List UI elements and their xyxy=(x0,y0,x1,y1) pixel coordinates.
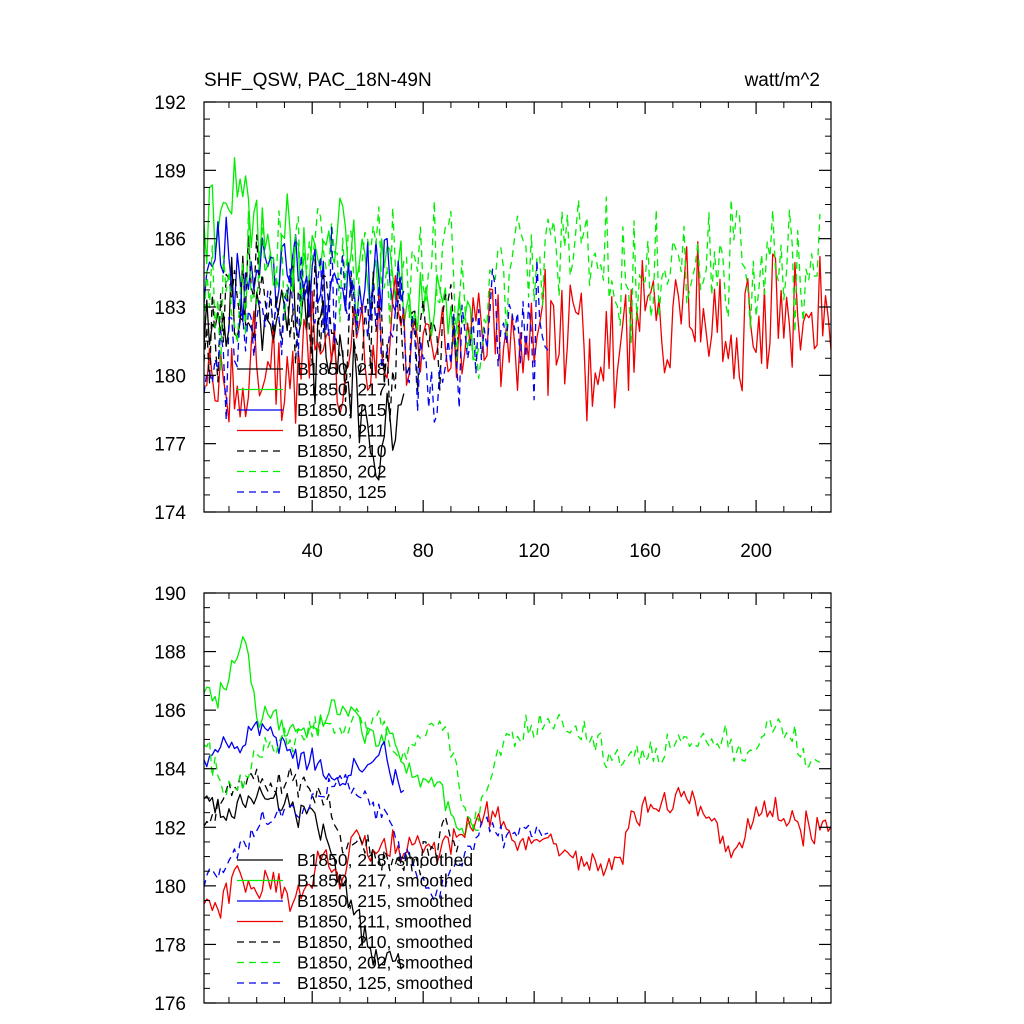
legend-label: B1850, 211 xyxy=(297,421,385,441)
series-line-217 xyxy=(204,635,479,838)
bottom-panel: 176 178 180 182 184 186 188 190 B1850, 218, smoo… xyxy=(154,584,832,1015)
y-tick-label: 176 xyxy=(154,994,186,1015)
plot-area xyxy=(204,635,831,970)
legend-label: B1850, 202, smoothed xyxy=(297,953,473,973)
legend-label: B1850, 202 xyxy=(297,462,387,482)
legend-label: B1850, 125 xyxy=(297,482,387,502)
y-tick-label: 186 xyxy=(154,701,186,722)
y-tick-label: 192 xyxy=(154,93,186,114)
x-tick-label: 200 xyxy=(740,541,772,562)
series-line-202 xyxy=(204,707,821,830)
x-tick-label: 80 xyxy=(413,541,434,562)
y-tick-label: 190 xyxy=(154,584,186,605)
y-tick-label: 186 xyxy=(154,230,186,251)
x-tick-label: 160 xyxy=(629,541,661,562)
legend-label: B1850, 215, smoothed xyxy=(297,891,473,911)
series-line-210 xyxy=(204,766,460,876)
series-line-218 xyxy=(204,786,405,970)
legend-label: B1850, 125, smoothed xyxy=(297,973,473,993)
chart-units-label: watt/m^2 xyxy=(744,70,820,91)
series-line-125 xyxy=(204,773,549,902)
series-line-217 xyxy=(204,157,480,362)
legend-label: B1850, 215 xyxy=(297,400,387,420)
y-tick-label: 177 xyxy=(154,435,186,456)
series-line-210 xyxy=(204,234,460,422)
top-panel: 174 177 180 183 186 189 192 40 80 120 160 200 B1850,… xyxy=(154,93,832,562)
series-line-202 xyxy=(204,196,821,380)
legend-label: B1850, 210, smoothed xyxy=(297,932,473,952)
y-tick-label: 188 xyxy=(154,643,186,664)
y-tick-label: 182 xyxy=(154,818,186,839)
legend-label: B1850, 218 xyxy=(297,359,387,379)
y-tick-label: 180 xyxy=(154,366,186,387)
y-tick-label: 183 xyxy=(154,298,186,319)
legend-label: B1850, 218, smoothed xyxy=(297,850,473,870)
series-line-215 xyxy=(204,216,405,330)
series-line-215 xyxy=(204,720,405,794)
y-tick-label: 189 xyxy=(154,161,186,182)
x-tick-label: 40 xyxy=(302,541,323,562)
legend-label: B1850, 217, smoothed xyxy=(297,871,473,891)
plot-area xyxy=(204,157,831,481)
legend-label: B1850, 217 xyxy=(297,380,387,400)
y-tick-label: 174 xyxy=(154,503,186,524)
legend-label: B1850, 210 xyxy=(297,441,387,461)
chart-title: SHF_QSW, PAC_18N-49N xyxy=(204,70,432,91)
y-tick-label: 178 xyxy=(154,935,186,956)
x-tick-label: 120 xyxy=(518,541,550,562)
legend-label: B1850, 211, smoothed xyxy=(297,912,472,932)
y-tick-label: 184 xyxy=(154,760,186,781)
series-line-125 xyxy=(204,226,549,423)
series-line-211 xyxy=(204,786,831,919)
y-tick-label: 180 xyxy=(154,877,186,898)
series-line-211 xyxy=(204,241,831,424)
